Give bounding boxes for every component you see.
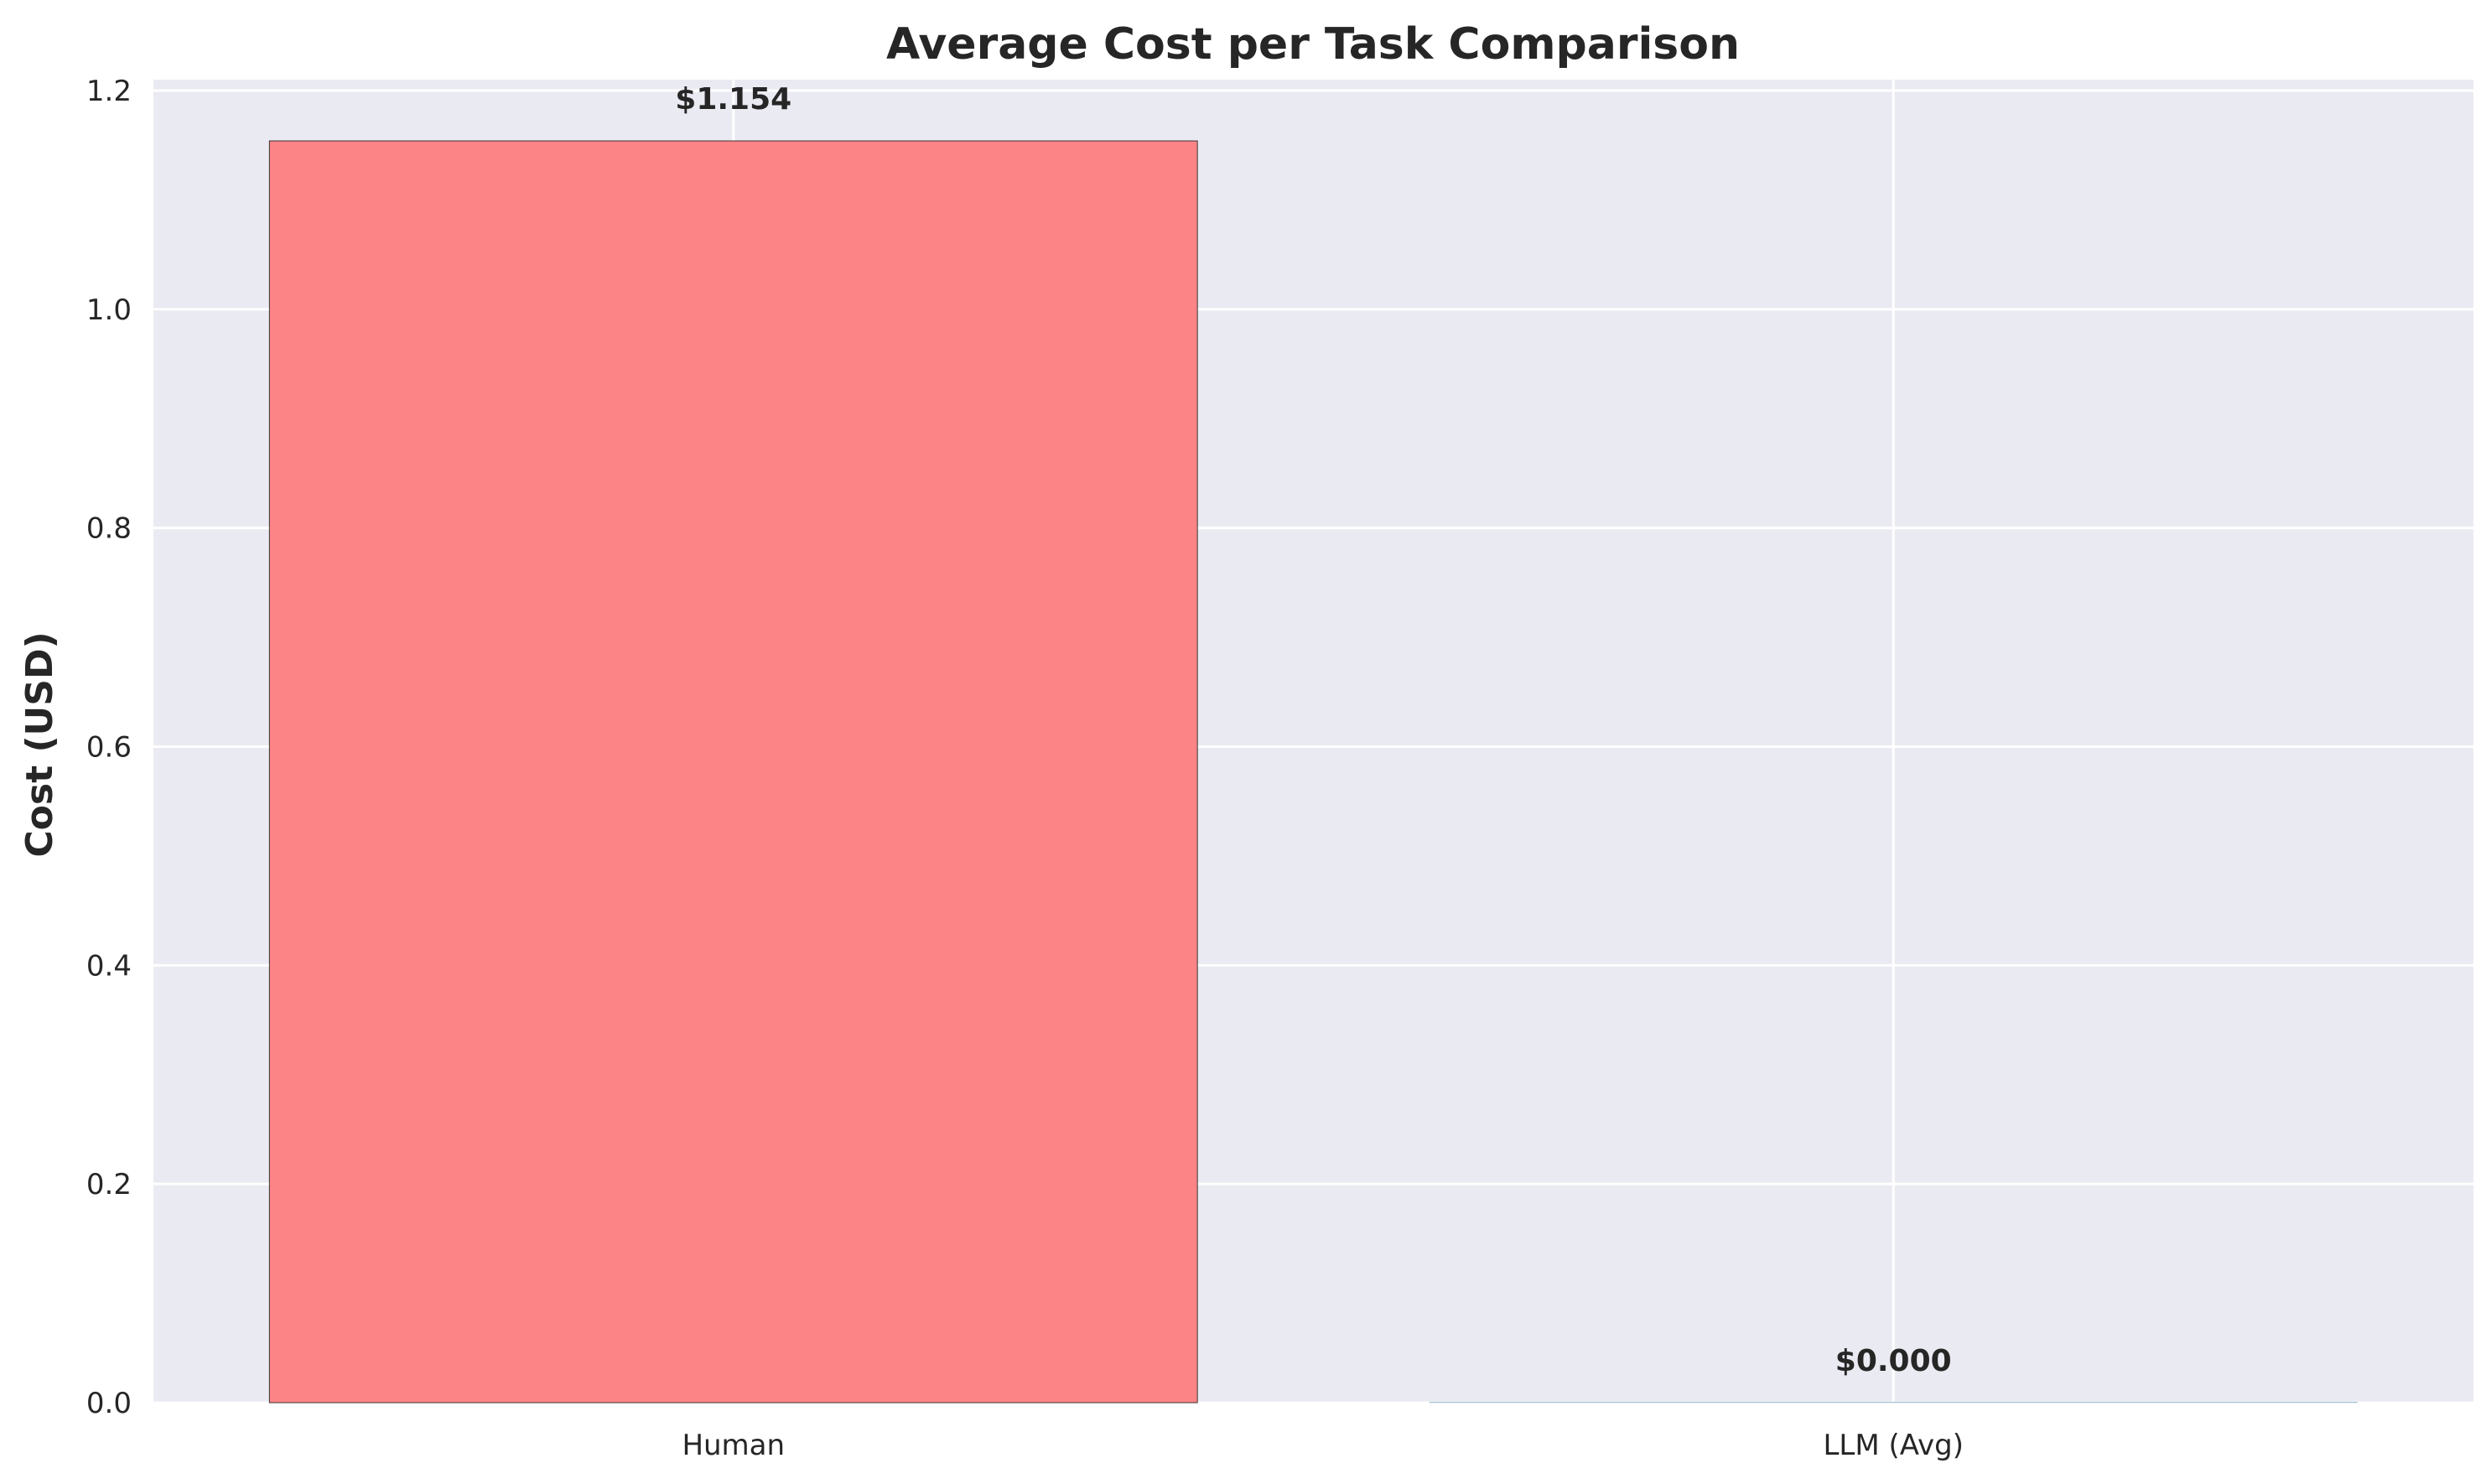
y-tick-label: 0.4 [86,949,132,983]
y-tick-label: 0.8 [86,512,132,546]
x-tick-label: LLM (Avg) [1823,1429,1964,1462]
y-tick-label: 1.2 [86,75,132,108]
y-tick-label: 1.0 [86,293,132,327]
bars [268,140,2359,1404]
y-tick-label: 0.0 [86,1387,132,1420]
bar-value-label: $1.154 [675,82,791,117]
bar-human [268,140,1198,1404]
data-labels: $1.154 $0.000 [675,82,1951,1378]
x-tick-label: Human [682,1429,785,1462]
y-axis-label: Cost (USD) [18,631,61,857]
chart-title: Average Cost per Task Comparison [886,19,1740,70]
bar-value-label: $0.000 [1835,1344,1952,1378]
y-tick-label: 0.6 [86,731,132,765]
y-tick-label: 0.2 [86,1168,132,1201]
x-axis-ticks: Human LLM (Avg) [682,1429,1964,1462]
y-axis-ticks: 0.0 0.2 0.4 0.6 0.8 1.0 1.2 [86,75,132,1420]
bar-llm-avg [1429,1401,2359,1404]
